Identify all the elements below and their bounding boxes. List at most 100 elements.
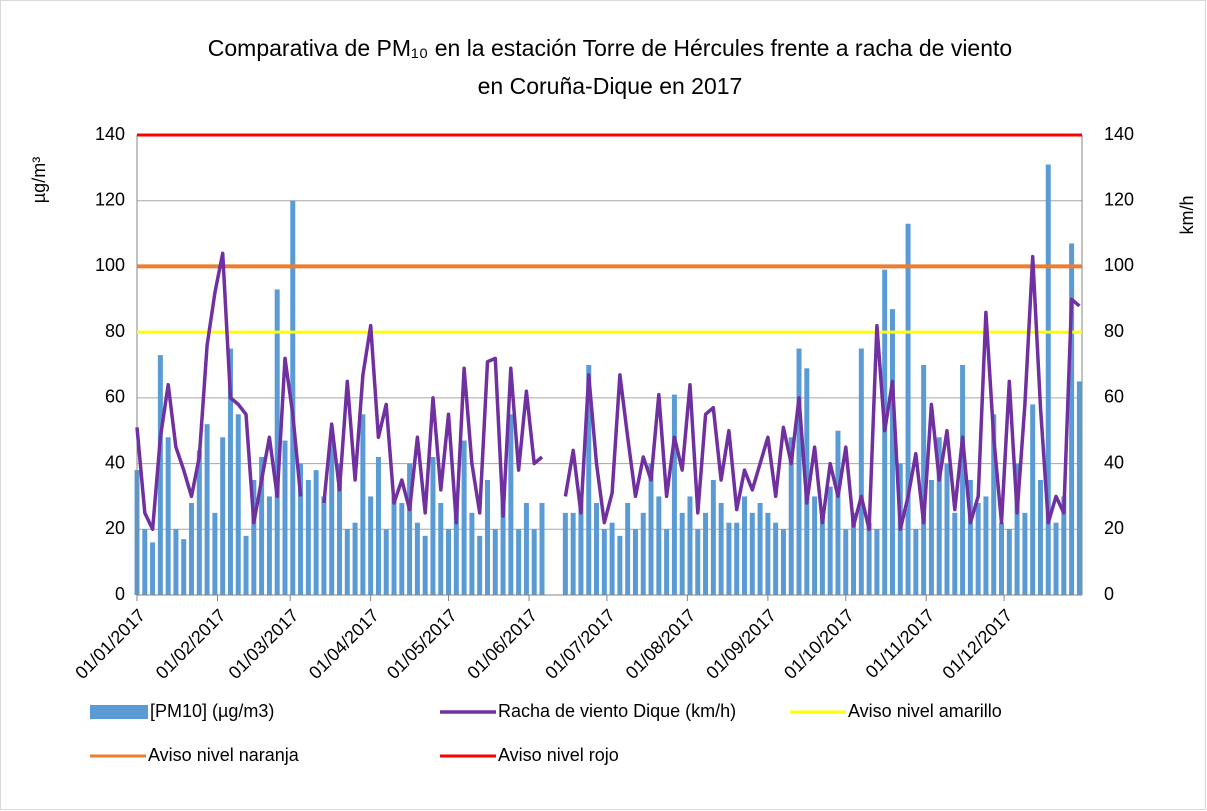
bar [695,529,701,595]
bar [523,503,529,595]
bar [710,480,716,595]
bar [344,529,350,595]
bar [788,437,794,595]
bar [960,365,966,595]
bar [375,457,381,595]
bar [1069,243,1075,595]
bar [843,529,849,595]
series-line [135,251,1081,532]
bar [235,414,241,595]
bar [469,512,475,595]
bar [212,512,218,595]
bar [586,365,592,595]
bar [1037,480,1043,595]
bar [422,535,428,595]
bar [975,503,981,595]
bar [718,503,724,595]
bar [531,529,537,595]
bar [999,522,1005,595]
y-tick-label: 20 [105,518,125,538]
bar [578,496,584,595]
bar [913,529,919,595]
y2-tick-label: 60 [1104,387,1124,407]
bar [290,200,296,595]
bar [703,512,709,595]
legend-label: [PM10] (µg/m3) [150,701,274,721]
bar [157,355,163,595]
bar [671,394,677,595]
y-tick-label: 100 [95,255,125,275]
bar [835,430,841,595]
bar [142,529,148,595]
y2-tick-label: 80 [1104,321,1124,341]
bar [1022,512,1028,595]
bar [181,539,187,595]
bar [812,496,818,595]
bar [383,529,389,595]
bar [773,522,779,595]
bar [726,522,732,595]
bar [1053,522,1059,595]
bar [928,480,934,595]
chart-title: en Coruña-Dique en 2017 [478,73,743,99]
bar [173,529,179,595]
bar [453,496,459,595]
y2-tick-label: 120 [1104,189,1134,209]
bar [749,512,755,595]
bar [150,542,156,595]
bar [189,503,195,595]
bar [687,496,693,595]
bar [282,440,288,595]
bar [819,516,825,595]
bar [632,529,638,595]
bar [321,496,327,595]
bar [664,529,670,595]
bar [952,512,958,595]
bar [617,535,623,595]
bar [352,522,358,595]
bar [991,414,997,595]
bar [251,480,257,595]
bar [640,512,646,595]
chart-title: Comparativa de PM₁₀ en la estación Torre… [208,35,1012,61]
bar [648,463,654,595]
bar [500,496,506,595]
bar [1006,529,1012,595]
bar [1045,164,1051,596]
bar [259,457,265,595]
y-tick-label: 140 [95,124,125,144]
legend-label: Aviso nivel naranja [148,745,300,765]
bar [266,496,272,595]
bar [562,512,568,595]
bar [1076,381,1082,595]
legend-swatch [90,705,148,719]
bar [414,522,420,595]
bar [1061,496,1067,595]
y2-tick-label: 40 [1104,452,1124,472]
bar [516,529,522,595]
bar [337,463,342,595]
bar [508,414,514,595]
bar [165,437,171,595]
bar [944,463,950,595]
bar [430,457,436,595]
y2-tick-label: 140 [1104,124,1134,144]
bar [1030,404,1036,595]
bar [609,522,615,595]
bar [921,365,927,595]
bar [570,512,576,595]
bar [827,486,833,595]
bar [360,414,366,595]
bar [851,512,857,595]
bar [368,496,374,595]
y-tick-label: 0 [115,584,125,604]
bar [858,348,864,595]
y2-tick-label: 0 [1104,584,1114,604]
bar [594,503,600,595]
legend-label: Aviso nivel amarillo [848,701,1002,721]
bar [679,512,685,595]
bar [780,529,786,595]
bar [298,463,304,595]
bar [983,496,989,595]
